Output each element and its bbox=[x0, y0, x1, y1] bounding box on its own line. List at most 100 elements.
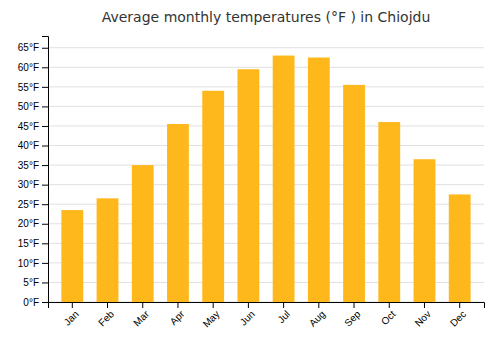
plot: 0°F 5°F 10°F 15°F 20°F 25°F 30°F 35°F 40°F 45°F 50… bbox=[18, 37, 485, 330]
tick-mark bbox=[213, 302, 214, 308]
tick-mark bbox=[42, 204, 48, 205]
tick: 55°F bbox=[18, 82, 48, 93]
tick-label: 5°F bbox=[23, 277, 39, 288]
tick-label: 10°F bbox=[18, 258, 39, 269]
bar bbox=[97, 198, 119, 302]
tick-mark bbox=[283, 302, 284, 308]
bar bbox=[449, 194, 471, 302]
tick-mark bbox=[42, 87, 48, 88]
bar bbox=[378, 122, 400, 302]
tick-mark bbox=[42, 106, 48, 107]
axis-line bbox=[42, 37, 49, 303]
x-axis: Jan Feb Mar Apr May Jun Jul Aug Sep Oct Nov Dec bbox=[49, 302, 485, 330]
grid-line bbox=[48, 125, 484, 126]
tick-label: 35°F bbox=[18, 160, 39, 171]
tick-label: Dec bbox=[448, 308, 468, 328]
tick: 0°F bbox=[23, 297, 48, 308]
tick-label: 30°F bbox=[18, 179, 39, 190]
tick-label: May bbox=[201, 308, 222, 329]
tick: Jan bbox=[62, 302, 81, 328]
grid-line bbox=[48, 106, 484, 107]
tick-label: 0°F bbox=[23, 297, 39, 308]
tick-mark bbox=[424, 302, 425, 308]
bar bbox=[61, 210, 83, 302]
tick-label: Feb bbox=[96, 308, 116, 328]
tick-label: 65°F bbox=[18, 42, 39, 53]
tick: Feb bbox=[96, 302, 116, 328]
tick: Jul bbox=[275, 302, 292, 325]
tick-label: Jul bbox=[275, 308, 292, 325]
tick-label: Jun bbox=[238, 308, 257, 327]
grid-line bbox=[48, 145, 484, 146]
tick-label: Nov bbox=[413, 308, 433, 328]
tick-mark bbox=[177, 302, 178, 308]
tick-label: Sep bbox=[342, 308, 363, 329]
bar bbox=[167, 124, 189, 302]
bar bbox=[132, 165, 154, 302]
title: Average monthly temperatures (°F ) in Ch… bbox=[102, 9, 431, 25]
tick-mark bbox=[389, 302, 390, 308]
tick: Sep bbox=[342, 302, 363, 329]
tick-label: 15°F bbox=[18, 238, 39, 249]
tick-label: 20°F bbox=[18, 218, 39, 229]
tick-mark bbox=[354, 302, 355, 308]
grid bbox=[48, 48, 484, 302]
tick-mark bbox=[459, 302, 460, 308]
tick-mark bbox=[42, 146, 48, 147]
grid-line bbox=[48, 86, 484, 87]
tick-mark bbox=[318, 302, 319, 308]
tick-label: Oct bbox=[379, 308, 398, 327]
tick-label: Apr bbox=[168, 308, 187, 327]
tick-label: Aug bbox=[307, 308, 327, 328]
bar bbox=[273, 56, 295, 302]
tick-label: Jan bbox=[62, 308, 81, 327]
tick-mark bbox=[42, 263, 48, 264]
tick: Oct bbox=[379, 302, 398, 327]
tick-label: Mar bbox=[131, 308, 151, 328]
tick-mark bbox=[142, 302, 143, 308]
tick: 25°F bbox=[18, 199, 48, 210]
tick-mark bbox=[42, 48, 48, 49]
tick: 60°F bbox=[18, 62, 48, 73]
bar bbox=[308, 58, 330, 302]
grid-line bbox=[48, 67, 484, 68]
tick-label: 50°F bbox=[18, 101, 39, 112]
tick-mark bbox=[42, 302, 48, 303]
bar bbox=[343, 85, 365, 302]
tick: Dec bbox=[448, 302, 468, 329]
bars bbox=[61, 56, 470, 302]
bar bbox=[414, 159, 436, 302]
grid-line bbox=[48, 47, 484, 48]
tick: 15°F bbox=[18, 238, 48, 249]
tick: 65°F bbox=[18, 42, 48, 53]
tick-label: 45°F bbox=[18, 121, 39, 132]
tick: Mar bbox=[131, 302, 151, 328]
tick-label: 40°F bbox=[18, 140, 39, 151]
tick-mark bbox=[42, 224, 48, 225]
axis-line bbox=[49, 303, 485, 309]
tick: Jun bbox=[238, 302, 257, 328]
tick-mark bbox=[42, 165, 48, 166]
tick-mark bbox=[42, 243, 48, 244]
tick-label: 60°F bbox=[18, 62, 39, 73]
tick-label: 55°F bbox=[18, 82, 39, 93]
tick-mark bbox=[107, 302, 108, 308]
bar bbox=[202, 91, 224, 302]
bar bbox=[237, 69, 259, 302]
tick-mark bbox=[42, 282, 48, 283]
tick-mark bbox=[42, 126, 48, 127]
tick-mark bbox=[248, 302, 249, 308]
tick: Apr bbox=[168, 302, 187, 327]
tick: 50°F bbox=[18, 101, 48, 112]
tick: 10°F bbox=[18, 258, 48, 269]
tick: May bbox=[201, 302, 222, 330]
tick-mark bbox=[42, 67, 48, 68]
chart: 0°F 5°F 10°F 15°F 20°F 25°F 30°F 35°F 40°F 45°F 50… bbox=[0, 0, 500, 350]
tick: 20°F bbox=[18, 218, 48, 229]
tick-label: 25°F bbox=[18, 199, 39, 210]
y-axis: 0°F 5°F 10°F 15°F 20°F 25°F 30°F 35°F 40°F 45°F 50… bbox=[18, 37, 49, 308]
tick: Nov bbox=[413, 302, 433, 329]
tick-mark bbox=[72, 302, 73, 308]
tick: Aug bbox=[307, 302, 327, 329]
tick: 45°F bbox=[18, 121, 48, 132]
